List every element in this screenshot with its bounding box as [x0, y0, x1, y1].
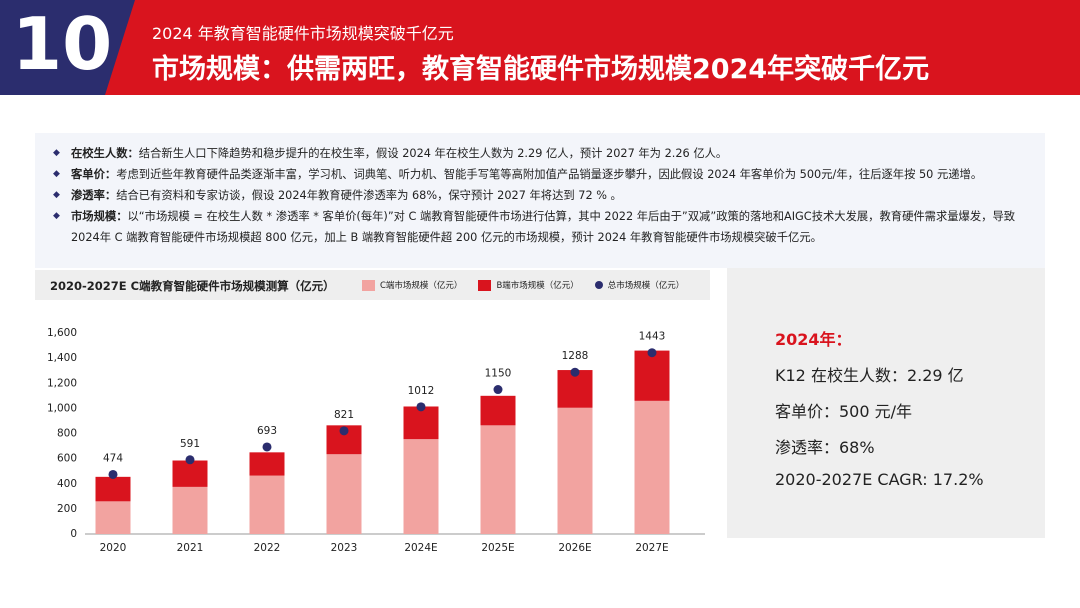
total-point	[570, 367, 580, 377]
side-line: 2020-2027E CAGR: 17.2%	[775, 470, 984, 489]
bar	[403, 406, 439, 440]
data-label: 1443	[639, 331, 666, 343]
bar	[634, 350, 670, 401]
bullet-text: 以“市场规模 = 在校生人数 * 渗透率 * 客单价(每年)”对 C 端教育智能…	[71, 210, 1016, 244]
x-tick-label: 2021	[177, 542, 204, 554]
y-tick-label: 1,200	[47, 377, 77, 389]
total-point	[185, 455, 195, 465]
bullet-text: 考虑到近些年教育硬件品类逐渐丰富，学习机、词典笔、听力机、智能手写笔等高附加值产…	[116, 168, 983, 181]
x-tick-label: 2024E	[404, 542, 437, 554]
bar	[557, 407, 593, 534]
total-point	[262, 442, 272, 452]
bullet: 客单价：考虑到近些年教育硬件品类逐渐丰富，学习机、词典笔、听力机、智能手写笔等高…	[53, 164, 1031, 185]
chart-title: 2020-2027E C端教育智能硬件市场规模测算（亿元）	[50, 279, 335, 293]
data-label: 693	[257, 425, 277, 437]
x-tick-label: 2025E	[481, 542, 514, 554]
data-label: 474	[103, 452, 123, 464]
legend-label: 总市场规模（亿元）	[607, 281, 685, 291]
data-label: 821	[334, 409, 354, 421]
legend-swatch	[594, 281, 603, 289]
y-tick-label: 200	[57, 503, 77, 515]
bar	[172, 486, 208, 534]
side-panel: 2024年： K12 在校生人数：2.29 亿客单价：500 元/年 渗透率：68…	[727, 268, 1045, 538]
total-point	[647, 348, 657, 358]
bar	[95, 476, 131, 502]
bullets: 在校生人数：结合新生人口下降趋势和稳步提升的在校生率，假设 2024 年在校生人…	[35, 133, 1045, 268]
side-line: 客单价：500 元/年	[775, 402, 913, 421]
total-point	[416, 402, 426, 412]
title: 市场规模：供需两旺，教育智能硬件市场规模2024年突破千亿元	[152, 54, 930, 85]
header	[0, 0, 1080, 95]
data-label: 1288	[562, 350, 589, 362]
subtitle: 2024 年教育智能硬件市场规模突破千亿元	[152, 24, 454, 43]
x-tick-label: 2026E	[558, 542, 591, 554]
chart: 0 200 400 600 800 1,000 1,200 1,400 1,600 2020 474…	[47, 327, 705, 554]
side-line: K12 在校生人数：2.29 亿	[775, 366, 964, 385]
bullet-label: 市场规模：	[71, 210, 128, 223]
legend-item: 总市场规模（亿元）	[594, 279, 685, 291]
bullet: 渗透率：结合已有资料和专家访谈，假设 2024年教育硬件渗透率为 68%，保守预…	[53, 185, 1031, 206]
y-tick-label: 800	[57, 428, 77, 440]
bar	[172, 460, 208, 487]
header-badge	[0, 0, 135, 95]
data-label: 591	[180, 438, 200, 450]
total-point	[493, 385, 503, 395]
section-number: 10	[12, 2, 113, 86]
x-tick-label: 2023	[331, 542, 358, 554]
bullet-text: 结合已有资料和专家访谈，假设 2024年教育硬件渗透率为 68%，保守预计 20…	[116, 189, 622, 202]
bar	[95, 501, 131, 534]
bar	[403, 439, 439, 534]
x-tick-label: 2022	[254, 542, 281, 554]
bullet: 市场规模：以“市场规模 = 在校生人数 * 渗透率 * 客单价(每年)”对 C …	[53, 206, 1031, 248]
total-point	[339, 426, 349, 436]
bar	[480, 395, 516, 426]
y-tick-label: 1,000	[47, 402, 77, 414]
bar	[480, 425, 516, 534]
bullet-label: 客单价：	[71, 168, 117, 181]
bar	[249, 452, 285, 476]
y-tick-label: 400	[57, 478, 77, 490]
legend-swatch	[478, 279, 492, 291]
side-heading: 2024年：	[775, 330, 852, 349]
x-tick-label: 2027E	[635, 542, 668, 554]
bullet: 在校生人数：结合新生人口下降趋势和稳步提升的在校生率，假设 2024 年在校生人…	[53, 143, 1031, 164]
y-tick-label: 0	[70, 528, 77, 540]
data-label: 1150	[485, 368, 512, 380]
bullet-text: 结合新生人口下降趋势和稳步提升的在校生率，假设 2024 年在校生人数为 2.2…	[138, 147, 728, 160]
y-tick-label: 1,600	[47, 327, 77, 339]
data-label: 1012	[408, 385, 435, 397]
y-tick-label: 1,400	[47, 352, 77, 364]
legend-item: B端市场规模（亿元）	[478, 279, 579, 291]
x-tick-label: 2020	[100, 542, 127, 554]
legend-label: C端市场规模（亿元）	[380, 281, 463, 291]
legend-label: B端市场规模（亿元）	[496, 281, 579, 291]
y-tick-label: 600	[57, 453, 77, 465]
legend-item: C端市场规模（亿元）	[362, 279, 462, 291]
bar	[634, 400, 670, 534]
bullet-label: 渗透率：	[71, 189, 117, 202]
bar	[326, 454, 362, 534]
legend: C端市场规模（亿元） B端市场规模（亿元） 总市场规模（亿元）	[362, 279, 684, 291]
bar	[249, 475, 285, 534]
side-line: 渗透率：68%	[775, 438, 875, 457]
total-point	[108, 469, 118, 479]
legend-swatch	[362, 279, 375, 291]
bullet-label: 在校生人数：	[71, 147, 139, 160]
